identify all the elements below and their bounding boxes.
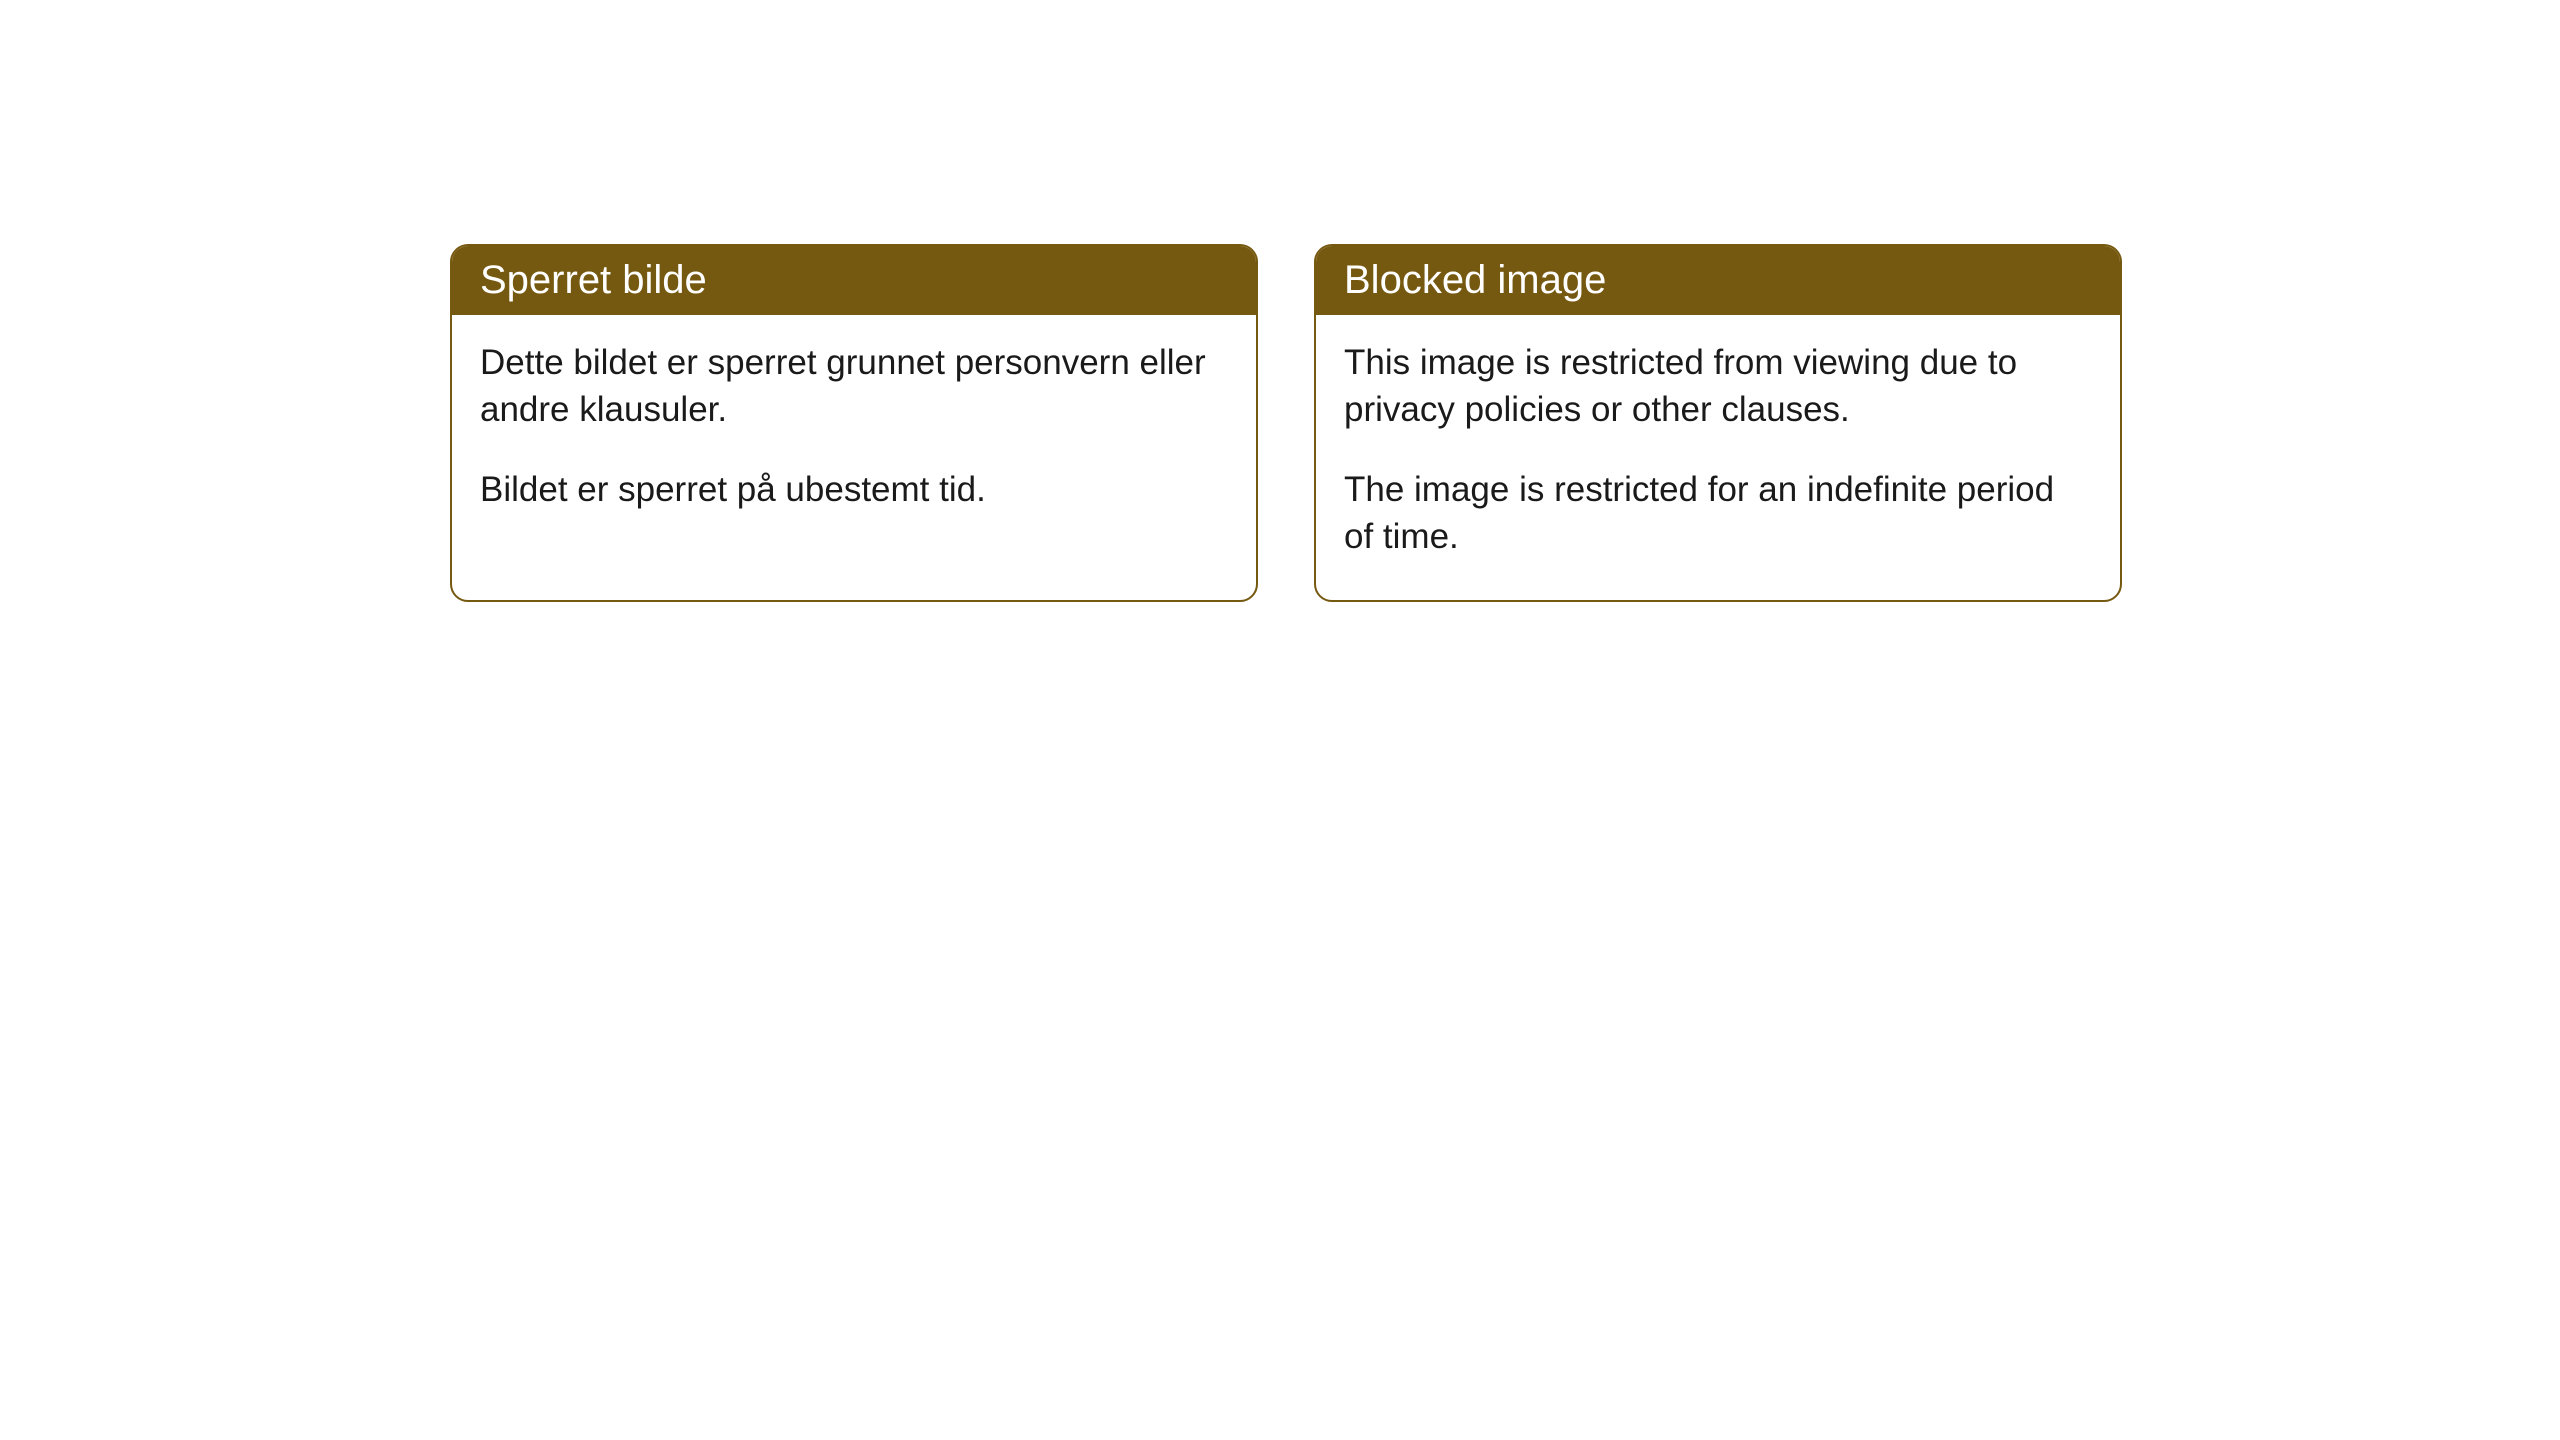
card-header: Blocked image [1316, 246, 2120, 315]
card-body: This image is restricted from viewing du… [1316, 315, 2120, 600]
card-header: Sperret bilde [452, 246, 1256, 315]
card-title: Sperret bilde [480, 258, 707, 302]
blocked-image-card-norwegian: Sperret bilde Dette bildet er sperret gr… [450, 244, 1258, 602]
card-paragraph: The image is restricted for an indefinit… [1344, 466, 2092, 561]
card-paragraph: Dette bildet er sperret grunnet personve… [480, 339, 1228, 434]
notice-cards-container: Sperret bilde Dette bildet er sperret gr… [450, 244, 2122, 602]
card-body: Dette bildet er sperret grunnet personve… [452, 315, 1256, 553]
blocked-image-card-english: Blocked image This image is restricted f… [1314, 244, 2122, 602]
card-paragraph: This image is restricted from viewing du… [1344, 339, 2092, 434]
card-paragraph: Bildet er sperret på ubestemt tid. [480, 466, 1228, 513]
card-title: Blocked image [1344, 258, 1606, 302]
